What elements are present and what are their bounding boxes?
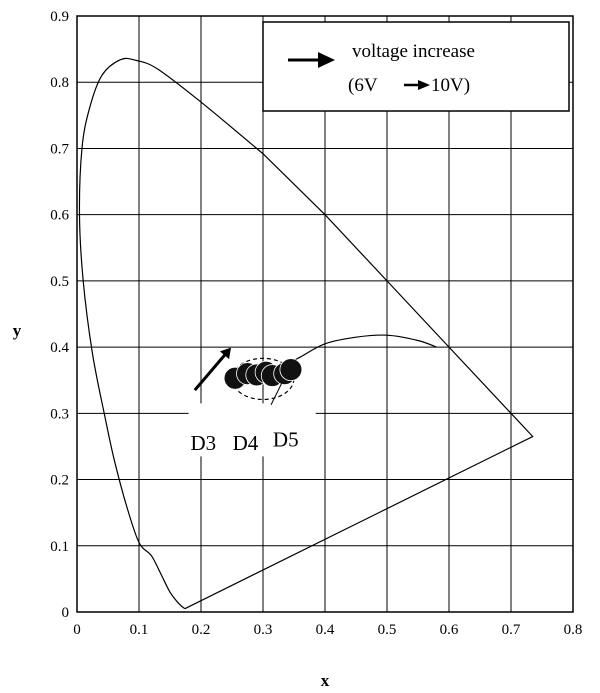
- y-tick-label: 0.7: [50, 141, 69, 157]
- d5-pointer-line: [270, 383, 283, 405]
- annotation-d5: D5: [273, 427, 299, 451]
- y-tick-label: 0.8: [50, 75, 69, 91]
- x-tick-label: 0.1: [130, 622, 149, 638]
- legend: voltage increase (6V 10V): [262, 21, 570, 112]
- x-tick-label: 0.6: [440, 622, 459, 638]
- y-axis-label: y: [13, 321, 22, 340]
- data-point: [279, 358, 303, 382]
- y-tick-label: 0.3: [50, 406, 69, 422]
- x-tick-label: 0.2: [192, 622, 211, 638]
- annotation-d4: D4: [233, 431, 259, 455]
- legend-text-voltage: voltage increase: [352, 41, 475, 62]
- data-points: [223, 358, 303, 390]
- planckian-locus-curve: [281, 334, 437, 368]
- plot-frame: [76, 15, 574, 613]
- x-tick-label: 0.5: [378, 622, 397, 638]
- y-tick-label: 0.1: [50, 539, 69, 555]
- x-axis-label: x: [321, 671, 330, 690]
- x-tick-label: 0: [73, 622, 81, 638]
- y-tick-label: 0: [62, 605, 70, 621]
- x-axis-ticks: 0 0.1 0.2 0.3 0.4 0.5 0.6 0.7 0.8: [73, 622, 582, 638]
- x-tick-label: 0.7: [502, 622, 521, 638]
- legend-arrow-head: [318, 52, 335, 68]
- annotation-background: [188, 403, 316, 457]
- y-tick-label: 0.6: [50, 208, 69, 224]
- y-tick-label: 0.5: [50, 274, 69, 290]
- spectral-locus-curve: [78, 57, 534, 610]
- annotation-d3: D3: [190, 431, 216, 455]
- y-tick-label: 0.2: [50, 473, 69, 489]
- legend-box: [262, 21, 570, 112]
- x-tick-label: 0.4: [316, 622, 335, 638]
- legend-text-end: 10V): [431, 75, 470, 96]
- y-axis-ticks: 0 0.1 0.2 0.3 0.4 0.5 0.6 0.7 0.8 0.9: [50, 9, 69, 621]
- legend-mini-arrow-head: [418, 80, 430, 90]
- x-tick-label: 0.8: [564, 622, 583, 638]
- legend-text-start: (6V: [348, 75, 378, 96]
- trend-arrow-head: [219, 347, 231, 360]
- y-tick-label: 0.9: [50, 9, 69, 25]
- y-tick-label: 0.4: [50, 340, 69, 356]
- x-tick-label: 0.3: [254, 622, 273, 638]
- trend-arrow: [193, 352, 227, 392]
